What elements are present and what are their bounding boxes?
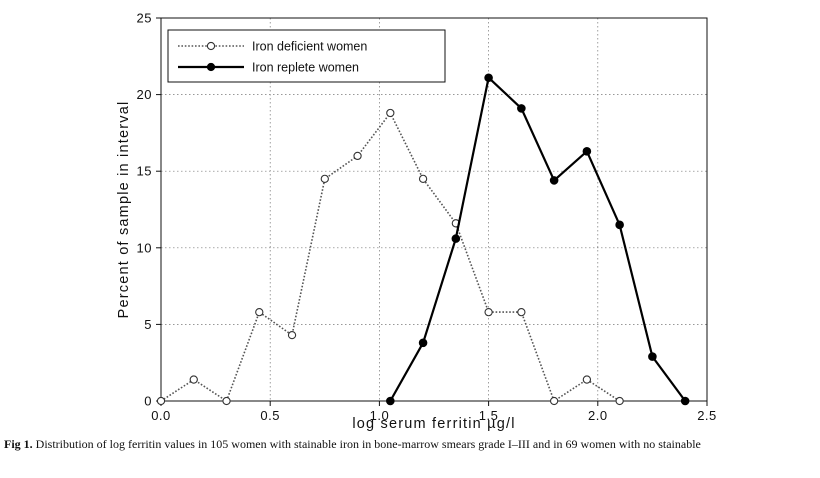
legend-label: Iron replete women <box>252 61 359 75</box>
legend: Iron deficient women Iron replete women <box>167 29 446 83</box>
data-point <box>222 396 231 406</box>
x-tick-label: 0.5 <box>260 408 280 423</box>
y-tick-label: 5 <box>144 317 152 332</box>
legend-marker <box>206 41 216 51</box>
x-tick-label: 0.0 <box>151 408 171 423</box>
data-point <box>680 396 690 406</box>
x-tick-label: 2.0 <box>588 408 608 423</box>
figure-caption-label: Fig 1. <box>4 437 33 451</box>
data-point <box>451 234 461 243</box>
data-point <box>615 396 624 406</box>
x-tick-label: 1.0 <box>370 408 390 423</box>
data-point <box>255 307 264 317</box>
data-point <box>484 307 493 317</box>
y-tick-label: 15 <box>137 164 152 179</box>
legend-label: Iron deficient women <box>252 40 367 54</box>
data-point <box>648 352 657 361</box>
data-point <box>418 338 428 348</box>
data-point <box>517 307 526 317</box>
data-point <box>386 108 395 118</box>
plot-frame <box>160 17 708 402</box>
figure-caption-text: Distribution of log ferritin values in 1… <box>35 437 701 451</box>
y-axis-label: Percent of sample in interval <box>116 101 132 319</box>
legend-marker <box>206 62 216 72</box>
series-iron-deficient <box>156 108 624 406</box>
x-tick-label: 2.5 <box>697 408 717 423</box>
series-layer <box>156 73 690 406</box>
ferritin-line-chart: 0 5 10 15 20 25 0.0 0.5 1.0 1.5 2.0 2.5 Iron defici… <box>116 11 717 433</box>
data-point <box>549 396 559 406</box>
data-point <box>386 396 395 406</box>
data-point <box>320 174 329 184</box>
axes: 0 5 10 15 20 25 0.0 0.5 1.0 1.5 2.0 2.5 <box>137 11 717 424</box>
data-point <box>615 220 624 230</box>
data-point <box>484 73 493 83</box>
data-point <box>582 375 592 384</box>
y-tick-label: 10 <box>137 240 152 255</box>
data-point <box>156 396 166 406</box>
grid-lines <box>161 18 707 401</box>
series-line <box>389 75 687 402</box>
data-point <box>189 375 198 384</box>
series-iron-replete <box>386 73 690 406</box>
data-point <box>287 330 297 340</box>
y-tick-label: 25 <box>137 11 152 26</box>
x-tick-label: 1.5 <box>479 408 499 423</box>
y-tick-label: 0 <box>144 394 152 409</box>
data-point <box>353 151 362 161</box>
figure-caption: Fig 1. Distribution of log ferritin valu… <box>4 436 820 452</box>
data-point <box>582 146 592 156</box>
x-axis-label: log serum ferritin µg/l <box>352 416 515 432</box>
series-line <box>160 111 621 403</box>
data-point <box>549 176 559 185</box>
legend-box <box>167 29 446 83</box>
data-point <box>418 174 428 184</box>
y-tick-label: 20 <box>137 87 152 102</box>
data-point <box>517 104 526 113</box>
